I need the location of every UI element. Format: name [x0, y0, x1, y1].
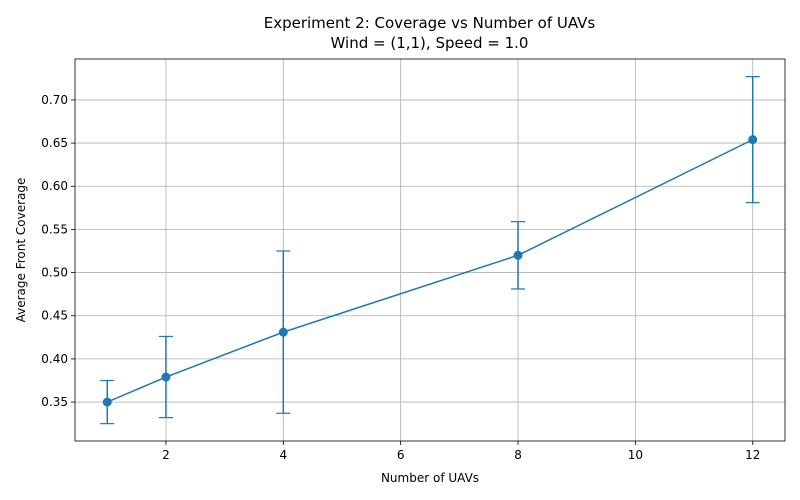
chart-subtitle: Wind = (1,1), Speed = 1.0	[331, 34, 529, 52]
x-tick-label: 8	[514, 448, 522, 462]
x-tick-label: 6	[397, 448, 405, 462]
data-point	[161, 372, 171, 382]
data-point	[102, 397, 112, 407]
x-tick-label: 4	[279, 448, 287, 462]
y-tick-label: 0.35	[41, 395, 68, 409]
data-point	[748, 135, 758, 145]
axis-ticks: 2 4 6 8 10 12 0.35 0.40 0.45 0.50 0.55 0.60 0.65 0.70	[41, 93, 760, 462]
x-tick-label: 12	[745, 448, 760, 462]
x-axis-label: Number of UAVs	[381, 471, 479, 485]
y-tick-label: 0.40	[41, 352, 68, 366]
data-series	[100, 76, 760, 425]
y-tick-label: 0.70	[41, 93, 68, 107]
y-tick-label: 0.65	[41, 136, 68, 150]
series-line	[106, 138, 754, 403]
plot-frame	[74, 58, 786, 442]
y-tick-label: 0.45	[41, 309, 68, 323]
x-tick-label: 10	[628, 448, 643, 462]
grid	[75, 59, 785, 441]
y-axis-label: Average Front Coverage	[14, 178, 28, 323]
y-tick-label: 0.60	[41, 179, 68, 193]
y-tick-label: 0.55	[41, 222, 68, 236]
y-tick-label: 0.50	[41, 266, 68, 280]
x-tick-label: 2	[162, 448, 170, 462]
chart-title: Experiment 2: Coverage vs Number of UAVs	[264, 14, 596, 32]
data-point	[513, 250, 523, 260]
data-point	[278, 327, 288, 337]
